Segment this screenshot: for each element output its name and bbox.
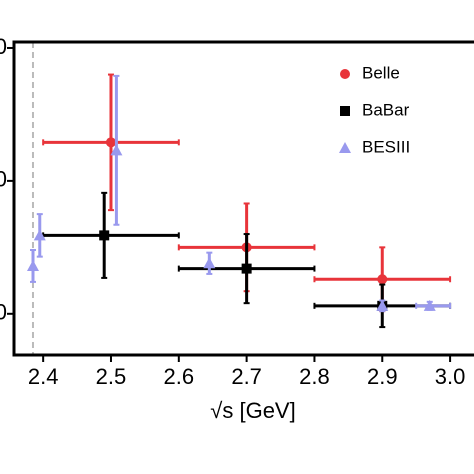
marker [241,263,252,274]
x-tick-label: 2.6 [164,364,195,389]
marker [423,299,436,311]
marker [33,229,46,241]
marker [376,299,389,311]
marker [26,259,39,271]
x-axis-label: √s [GeV] [210,398,295,423]
legend-label: Belle [362,63,400,82]
marker [110,144,123,156]
x-tick-label: 3.0 [435,364,466,389]
legend-marker [340,69,350,79]
legend-label: BaBar [362,100,410,119]
legend-label: BESIII [362,137,410,156]
y-tick-label: 10 [0,300,7,325]
marker [377,274,388,285]
marker [99,230,110,241]
marker [105,137,116,148]
plot-area [26,42,452,355]
x-tick-label: 2.5 [96,364,127,389]
marker [203,257,216,269]
legend-marker [339,142,351,153]
x-tick-label: 2.7 [231,364,262,389]
x-tick-label: 2.9 [367,364,398,389]
y-tick-label: 30 [0,34,7,59]
plot-frame [12,40,474,357]
x-tick-label: 2.4 [28,364,59,389]
y-tick-label: 20 [0,167,7,192]
x-tick-label: 2.8 [299,364,330,389]
legend-marker [340,106,350,116]
